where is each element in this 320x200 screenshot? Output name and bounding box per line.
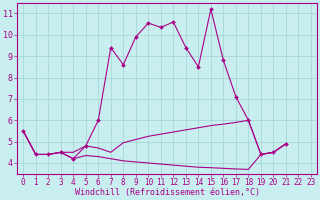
X-axis label: Windchill (Refroidissement éolien,°C): Windchill (Refroidissement éolien,°C) bbox=[75, 188, 260, 197]
